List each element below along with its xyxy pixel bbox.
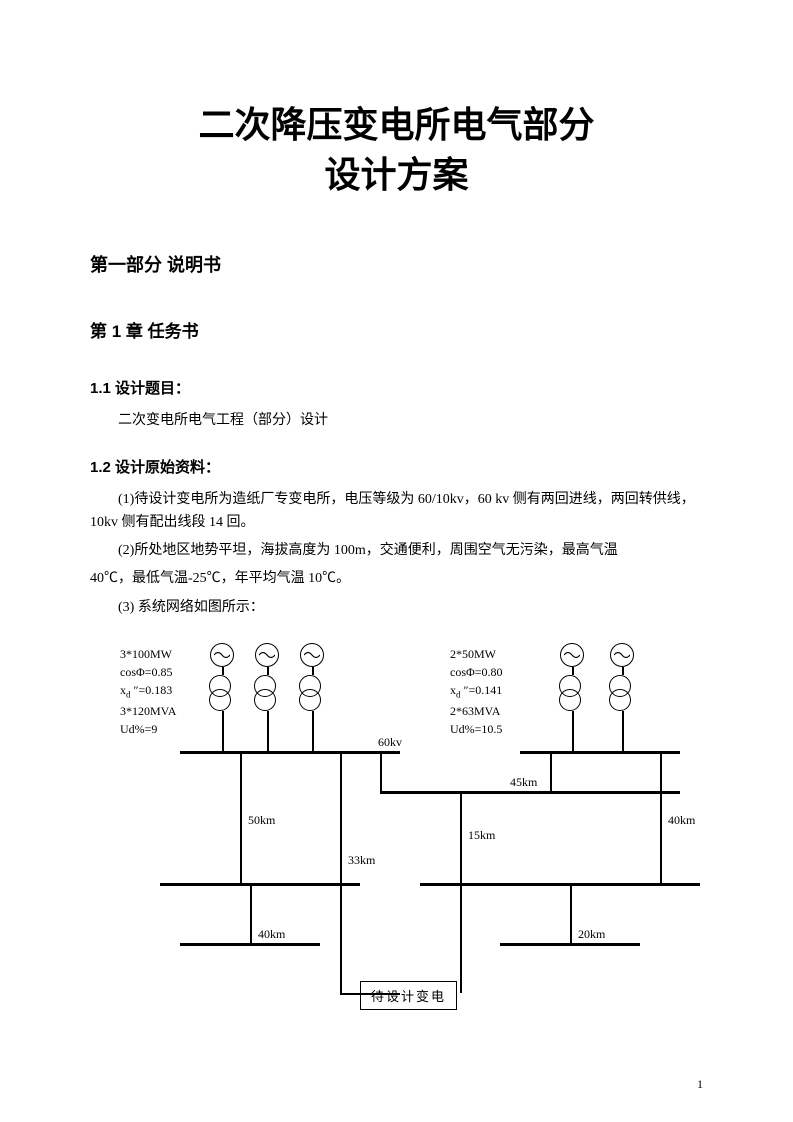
xfmr-stub-l-1	[267, 711, 269, 751]
network-diagram: 3*100MW cosΦ=0.85 xd ″=0.183 3*120MVA Ud…	[120, 643, 720, 1003]
lp-p2: cosΦ=0.85	[120, 663, 176, 681]
line-40km-ll	[250, 883, 252, 943]
generator-right-0	[560, 643, 584, 667]
chapter-heading: 第 1 章 任务书	[90, 317, 703, 342]
rp-p3: xd ″=0.141	[450, 681, 503, 702]
rp-p5: Ud%=10.5	[450, 720, 503, 738]
label-33km: 33km	[348, 853, 375, 868]
label-15km: 15km	[468, 828, 495, 843]
label-50km: 50km	[248, 813, 275, 828]
line-down-right	[460, 883, 462, 993]
label-60kv: 60kv	[378, 735, 402, 750]
section-1-2-item1: (1)待设计变电所为造纸厂专变电所，电压等级为 60/10kv，60 kv 侧有…	[90, 489, 703, 534]
xfmr-stub-l-2	[312, 711, 314, 751]
line-45-left-stub	[380, 751, 382, 791]
line-33km	[340, 751, 342, 883]
page-number: 1	[697, 1077, 703, 1092]
right-params: 2*50MW cosΦ=0.80 xd ″=0.141 2*63MVA Ud%=…	[450, 645, 503, 738]
label-40km-left: 40km	[258, 927, 285, 942]
line-to-45bus	[550, 751, 552, 791]
transformer-right-0	[559, 675, 581, 711]
transformer-left-0	[209, 675, 231, 711]
line-15km	[460, 791, 462, 883]
rp-p4: 2*63MVA	[450, 702, 503, 720]
gen-stub-r-1	[622, 667, 624, 675]
bus-mid-left	[160, 883, 360, 886]
gen-stub-r-0	[572, 667, 574, 675]
lp-p3: xd ″=0.183	[120, 681, 176, 702]
section-1-1-text: 二次变电所电气工程（部分）设计	[90, 410, 703, 432]
lp-p5: Ud%=9	[120, 720, 176, 738]
bus-45km	[380, 791, 680, 794]
generator-right-1	[610, 643, 634, 667]
xfmr-stub-l-0	[222, 711, 224, 751]
gen-stub-l-2	[312, 667, 314, 675]
section-1-2-item2: (2)所处地区地势平坦，海拔高度为 100m，交通便利，周围空气无污染，最高气温	[90, 540, 703, 562]
document-page: 二次降压变电所电气部分 设计方案 第一部分 说明书 第 1 章 任务书 1.1 …	[0, 0, 793, 1122]
line-down-left	[340, 883, 342, 993]
title-line-2: 设计方案	[324, 154, 468, 195]
transformer-left-2	[299, 675, 321, 711]
xfmr-stub-r-1	[622, 711, 624, 751]
xfmr-stub-r-0	[572, 711, 574, 751]
generator-left-2	[300, 643, 324, 667]
rp-p1: 2*50MW	[450, 645, 503, 663]
bus-right-60kv	[520, 751, 680, 754]
lp-p4: 3*120MVA	[120, 702, 176, 720]
line-20km	[570, 883, 572, 943]
transformer-right-1	[609, 675, 631, 711]
section-1-2: 1.2 设计原始资料： (1)待设计变电所为造纸厂专变电所，电压等级为 60/1…	[90, 456, 703, 619]
part-heading: 第一部分 说明书	[90, 251, 703, 277]
gen-stub-l-0	[222, 667, 224, 675]
bus-low-left	[180, 943, 320, 946]
left-params: 3*100MW cosΦ=0.85 xd ″=0.183 3*120MVA Ud…	[120, 645, 176, 738]
substation-box: 待设计变电	[360, 981, 457, 1010]
label-45km: 45km	[510, 775, 537, 790]
generator-left-1	[255, 643, 279, 667]
label-20km: 20km	[578, 927, 605, 942]
bus-mid-right	[420, 883, 700, 886]
section-1-2-heading: 1.2 设计原始资料：	[90, 456, 703, 477]
section-1-1-heading: 1.1 设计题目：	[90, 377, 703, 398]
lp-p1: 3*100MW	[120, 645, 176, 663]
transformer-left-1	[254, 675, 276, 711]
rp-p2: cosΦ=0.80	[450, 663, 503, 681]
gen-stub-l-1	[267, 667, 269, 675]
main-title: 二次降压变电所电气部分 设计方案	[90, 100, 703, 201]
bus-left-60kv	[180, 751, 400, 754]
line-40km-right	[660, 751, 662, 883]
generator-left-0	[210, 643, 234, 667]
label-40km-right: 40km	[668, 813, 695, 828]
title-line-1: 二次降压变电所电气部分	[198, 104, 594, 145]
section-1-2-item3: (3) 系统网络如图所示：	[90, 597, 703, 619]
section-1-1: 1.1 设计题目： 二次变电所电气工程（部分）设计	[90, 377, 703, 432]
section-1-2-item2b: 40℃，最低气温-25℃，年平均气温 10℃。	[90, 568, 703, 590]
h-to-box-left	[340, 993, 400, 995]
bus-low-right	[500, 943, 640, 946]
line-50km	[240, 751, 242, 883]
